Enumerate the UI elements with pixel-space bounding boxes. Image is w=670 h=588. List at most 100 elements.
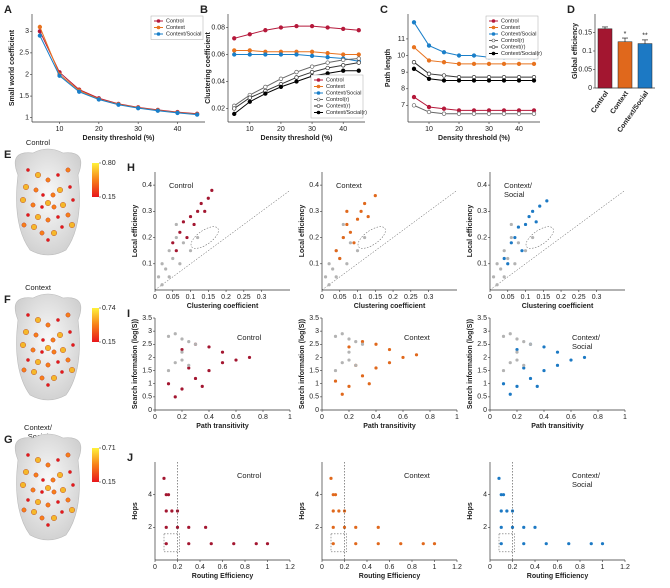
data-point	[175, 110, 180, 116]
x-tick-label: 1	[266, 564, 270, 571]
data-point	[331, 493, 335, 497]
data-point	[263, 84, 268, 90]
data-point	[333, 334, 338, 338]
brain-node	[30, 487, 36, 493]
brain-node	[23, 469, 29, 475]
data-point	[513, 235, 517, 240]
y-axis-label: Small world coefficient	[9, 29, 16, 106]
x-tick-label: 40	[339, 126, 347, 133]
y-tick-label: 2.5	[477, 341, 487, 348]
data-point	[162, 476, 166, 480]
brain-node	[21, 367, 27, 373]
data-point	[499, 493, 503, 497]
colorbar-label: 0.71	[102, 445, 116, 452]
data-point	[173, 395, 177, 399]
data-point	[495, 262, 499, 266]
data-point	[232, 52, 237, 57]
x-axis-label: Density threshold (%)	[83, 135, 155, 142]
data-point	[180, 347, 184, 352]
data-point	[502, 275, 506, 279]
x-axis-label: Clustering coefficient	[187, 303, 259, 310]
y-tick-label: 0.4	[142, 182, 152, 189]
data-point	[367, 382, 371, 386]
data-point	[341, 52, 346, 57]
y-tick-label: 4	[315, 492, 319, 499]
data-point	[294, 79, 299, 84]
data-point	[247, 355, 252, 360]
data-point	[456, 111, 462, 116]
legend-marker	[316, 78, 321, 82]
y-axis-label: Local efficiency	[299, 205, 306, 258]
brain-node	[45, 217, 51, 223]
x-tick-label: 0.2	[388, 294, 398, 301]
data-point	[471, 111, 477, 116]
data-point	[340, 332, 344, 336]
y-tick-label: 4	[483, 492, 487, 499]
data-point	[348, 241, 353, 245]
y-axis-label: Hops	[299, 502, 306, 520]
data-point	[247, 48, 252, 53]
data-point	[374, 342, 378, 346]
brain-node	[33, 332, 39, 338]
data-point	[164, 267, 168, 271]
y-tick-label: 0.1	[142, 261, 152, 268]
y-tick-label: 0.3	[477, 208, 487, 215]
x-axis-label: Routing Efficiency	[359, 573, 421, 580]
data-point	[188, 249, 193, 253]
brain-node	[51, 515, 57, 521]
data-point	[166, 382, 171, 386]
y-tick-label: 3.5	[309, 315, 319, 322]
y-tick-label: 0.15	[578, 29, 592, 36]
data-point	[411, 94, 417, 100]
colorbar	[92, 448, 99, 482]
x-tick-label: 0	[320, 414, 324, 421]
x-tick-label: 0.2	[340, 564, 350, 571]
data-point	[200, 384, 204, 388]
data-point	[499, 267, 503, 271]
x-tick-label: 0.4	[204, 414, 214, 421]
data-point	[533, 525, 537, 529]
panel-title: Social	[572, 480, 593, 489]
brain-node	[20, 197, 26, 203]
data-point	[373, 194, 377, 198]
brain-node	[71, 483, 75, 487]
brain-node	[60, 202, 66, 208]
data-point	[160, 283, 164, 287]
brain-node	[23, 329, 29, 335]
data-point	[294, 69, 299, 75]
data-point	[520, 249, 524, 253]
y-tick-label: 10	[397, 52, 405, 59]
data-point	[544, 542, 548, 546]
brain-label: Context/	[24, 423, 53, 432]
x-tick-label: 0.4	[371, 414, 381, 421]
legend-marker	[316, 91, 321, 95]
data-point	[323, 275, 328, 279]
brain-node	[26, 168, 30, 172]
brain-node	[45, 462, 51, 468]
x-axis-label: Routing Efficiency	[192, 573, 254, 580]
x-tick-label: 10	[246, 126, 254, 133]
x-tick-label: 0.8	[240, 564, 250, 571]
data-point	[334, 275, 338, 279]
panel-title: Context/	[504, 181, 533, 190]
legend-marker	[156, 25, 161, 30]
y-tick-label: 1	[483, 381, 487, 388]
data-point	[185, 235, 189, 240]
x-tick-label: 0.25	[572, 294, 586, 301]
data-point	[495, 283, 499, 287]
data-point	[501, 368, 506, 373]
data-point	[508, 332, 512, 336]
data-point	[555, 363, 560, 367]
brain-node	[45, 485, 51, 491]
y-tick-label: 2.5	[309, 341, 319, 348]
data-point	[523, 249, 528, 253]
x-axis-label: Routing Efficiency	[527, 573, 589, 580]
y-axis-label: Search information (log(S))	[467, 319, 474, 409]
y-tick-label: 2	[315, 524, 319, 531]
highlight-ellipse	[190, 226, 219, 249]
data-point	[366, 214, 370, 219]
data-point	[263, 28, 268, 33]
x-tick-label: 0	[153, 564, 157, 571]
data-point	[294, 52, 299, 57]
data-point	[356, 28, 361, 33]
